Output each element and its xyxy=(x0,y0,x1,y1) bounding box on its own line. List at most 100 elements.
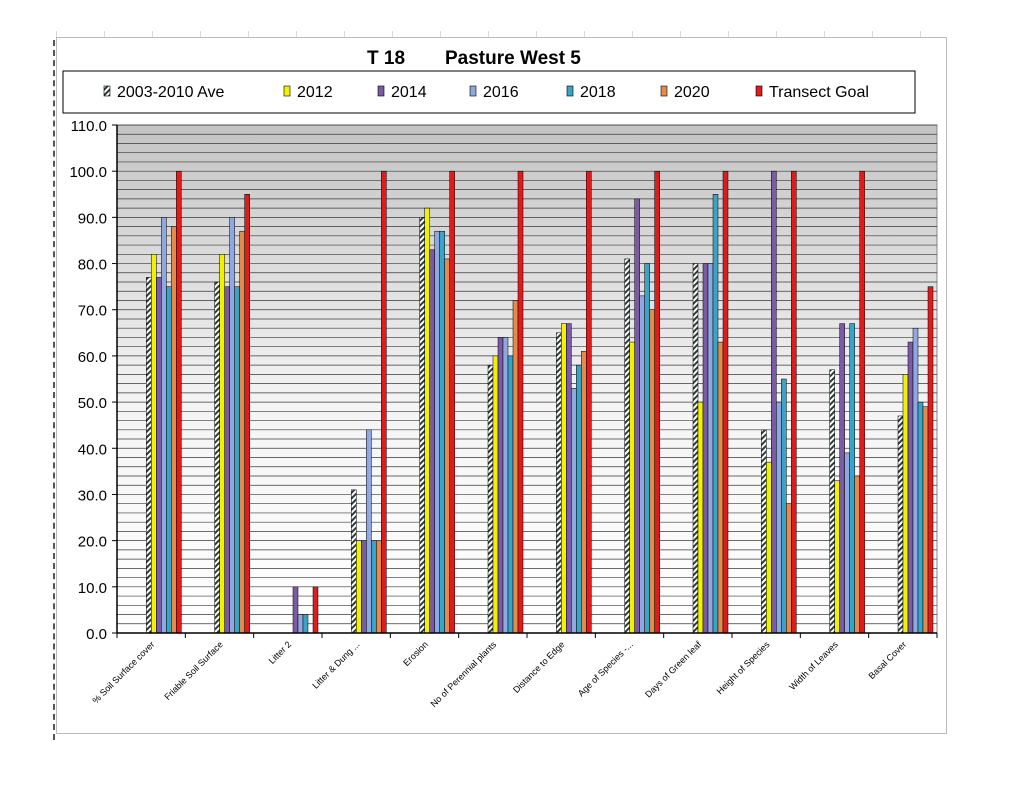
x-tick-label: % Soil Surface cover xyxy=(90,639,156,705)
bar-transect-goal-3 xyxy=(381,170,387,634)
bar-2012-6 xyxy=(561,323,567,634)
y-tick-label: 20.0 xyxy=(78,534,107,551)
x-tick-label: Distance to Edge xyxy=(511,639,567,695)
legend-swatch xyxy=(377,85,385,97)
legend-swatch xyxy=(283,85,291,97)
bar-transect-goal-2 xyxy=(312,586,319,634)
bar-2014-9 xyxy=(771,170,777,634)
bar-2014-4 xyxy=(429,249,435,634)
y-tick-label: 50.0 xyxy=(78,395,107,412)
bar-2018-11 xyxy=(917,401,924,634)
x-tick-label: Friable Soil Surface xyxy=(162,639,225,702)
bar-2014-6 xyxy=(566,323,572,634)
bar-2016-1 xyxy=(229,217,235,634)
bar-2003-2010-ave-6 xyxy=(556,332,562,634)
bar-2014-0 xyxy=(156,277,162,634)
bar-2016-0 xyxy=(161,217,167,634)
x-tick-label: Erosion xyxy=(401,639,430,668)
x-tick-label: Litter & Dung ... xyxy=(310,639,361,690)
bar-2012-3 xyxy=(356,540,362,634)
bar-2018-6 xyxy=(576,364,582,634)
bar-2014-3 xyxy=(361,540,367,634)
bar-2003-2010-ave-10 xyxy=(829,369,835,634)
y-tick-label: 0.0 xyxy=(86,626,107,643)
bar-2012-9 xyxy=(766,461,772,634)
bar-2014-2 xyxy=(292,586,299,634)
bar-2020-8 xyxy=(717,341,724,634)
bar-transect-goal-4 xyxy=(449,170,455,634)
bar-2018-4 xyxy=(439,230,445,634)
bar-2018-0 xyxy=(166,286,172,634)
legend xyxy=(62,70,916,114)
bar-2012-0 xyxy=(151,254,157,634)
bar-transect-goal-6 xyxy=(586,170,592,634)
bar-2016-5 xyxy=(502,337,509,634)
bar-2003-2010-ave-5 xyxy=(487,364,494,634)
bar-2020-0 xyxy=(171,226,177,634)
bar-2012-4 xyxy=(424,207,430,634)
x-tick-label: Height of Species xyxy=(715,639,772,696)
x-tick-label: No of Perennial plants xyxy=(429,639,499,709)
bar-2018-3 xyxy=(371,540,377,634)
x-tick-label: Basal Cover xyxy=(867,639,909,681)
y-tick-label: 10.0 xyxy=(78,580,107,597)
legend-swatch xyxy=(469,85,477,97)
bar-2018-10 xyxy=(849,323,855,634)
bar-2016-6 xyxy=(571,387,577,634)
bar-2012-7 xyxy=(629,341,635,634)
legend-label: 2018 xyxy=(580,84,616,101)
bar-2003-2010-ave-8 xyxy=(692,263,699,634)
y-tick-label: 100.0 xyxy=(69,164,107,181)
bar-2020-3 xyxy=(376,540,382,634)
y-tick-label: 30.0 xyxy=(78,487,107,504)
x-tick-label: Litter 2 xyxy=(267,639,294,666)
bar-2020-10 xyxy=(854,475,860,634)
bar-2020-11 xyxy=(922,406,929,634)
bar-2012-11 xyxy=(902,374,909,634)
x-tick-label: Days of Green leaf xyxy=(643,639,703,699)
bar-transect-goal-8 xyxy=(722,170,729,634)
bar-2016-2 xyxy=(297,614,304,634)
bar-2018-9 xyxy=(781,378,787,634)
bar-2003-2010-ave-1 xyxy=(214,281,220,634)
y-tick-label: 40.0 xyxy=(78,441,107,458)
bar-transect-goal-9 xyxy=(791,170,797,634)
bar-transect-goal-7 xyxy=(654,170,660,634)
bar-2003-2010-ave-3 xyxy=(351,489,357,634)
x-tick-label: Width of Leaves xyxy=(787,639,840,692)
bar-2018-1 xyxy=(234,286,240,634)
y-tick-label: 70.0 xyxy=(78,303,107,320)
bar-2012-5 xyxy=(492,355,499,634)
legend-label: 2020 xyxy=(674,84,710,101)
chart-title: Pasture West 5 xyxy=(445,48,581,69)
y-tick-label: 110.0 xyxy=(71,118,107,135)
legend-swatch xyxy=(103,85,111,97)
bar-2003-2010-ave-0 xyxy=(146,277,152,634)
y-tick-label: 80.0 xyxy=(78,257,107,274)
legend-label: Transect Goal xyxy=(769,84,869,101)
bar-2018-7 xyxy=(644,263,650,634)
bar-2012-1 xyxy=(219,254,225,634)
bar-2016-9 xyxy=(776,401,782,634)
bar-transect-goal-1 xyxy=(244,194,250,634)
bar-2014-10 xyxy=(839,323,845,634)
bar-2014-11 xyxy=(907,341,914,634)
bar-2003-2010-ave-7 xyxy=(624,258,630,634)
legend-label: 2003-2010 Ave xyxy=(117,84,224,101)
legend-label: 2014 xyxy=(391,84,427,101)
bar-2012-10 xyxy=(834,480,840,634)
bar-2020-1 xyxy=(239,230,245,634)
y-tick-label: 60.0 xyxy=(78,349,107,366)
bar-2018-2 xyxy=(302,614,309,634)
bar-2014-8 xyxy=(702,263,709,634)
bar-transect-goal-10 xyxy=(859,170,865,634)
bar-2003-2010-ave-9 xyxy=(761,429,767,634)
bar-2016-8 xyxy=(707,263,714,634)
chart-title-code: T 18 xyxy=(367,48,405,69)
bar-2018-8 xyxy=(712,194,719,634)
bar-2014-7 xyxy=(634,198,640,634)
bar-2012-8 xyxy=(697,401,704,634)
bar-2020-5 xyxy=(512,300,519,634)
x-tick-label: Age of Species -... xyxy=(576,639,635,698)
